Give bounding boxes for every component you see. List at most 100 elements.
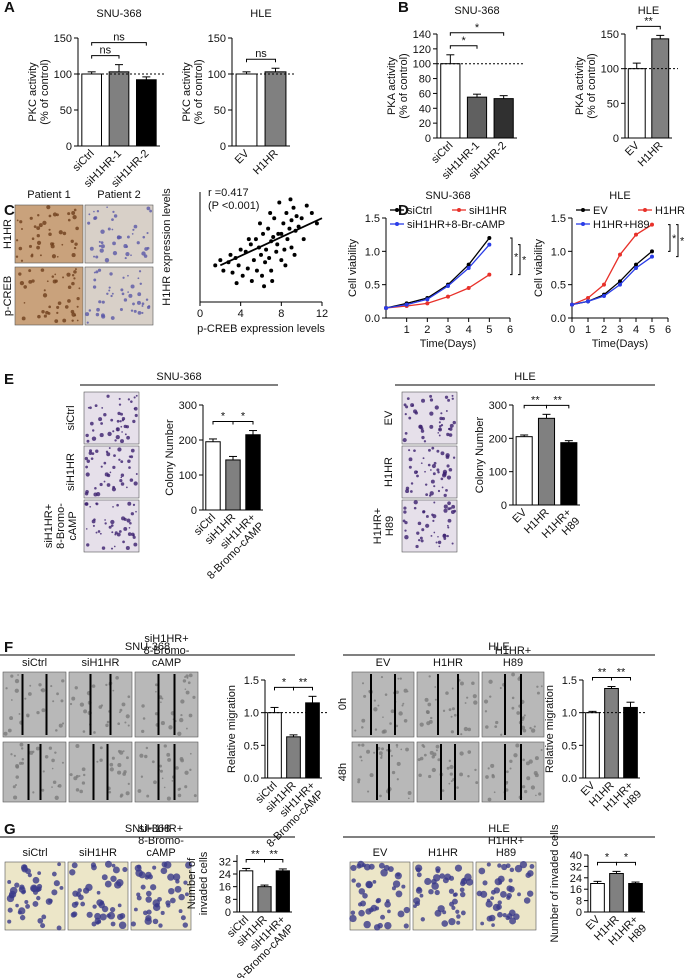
image-texture <box>421 398 426 403</box>
image-texture <box>432 514 437 519</box>
image-texture <box>185 690 190 695</box>
image-texture <box>46 205 51 210</box>
point <box>261 231 266 236</box>
image-texture <box>87 221 91 225</box>
image-texture <box>14 882 20 888</box>
image-texture <box>467 727 472 732</box>
image-texture <box>416 531 420 535</box>
image-texture <box>476 890 483 897</box>
image-texture <box>42 220 47 226</box>
image-texture <box>120 482 125 486</box>
x-tick-label: 1 <box>404 324 410 336</box>
y-tick-label: 16 <box>219 882 231 894</box>
fit-line <box>219 217 323 267</box>
point <box>309 210 314 215</box>
image-texture <box>435 541 438 544</box>
image-texture <box>372 879 377 884</box>
image-texture <box>445 453 450 458</box>
annotation: (P <0.001) <box>208 200 259 212</box>
bar <box>275 870 290 913</box>
image-texture <box>430 716 433 720</box>
image-texture <box>125 545 130 551</box>
image-texture <box>98 300 102 304</box>
image-texture <box>19 742 24 747</box>
image-texture <box>133 406 138 411</box>
image-texture <box>357 778 361 782</box>
image-texture <box>446 475 452 480</box>
image-texture <box>52 700 55 703</box>
bar <box>604 687 619 779</box>
image-texture <box>433 501 436 504</box>
image-texture <box>73 246 77 250</box>
significance-bracket <box>91 42 147 46</box>
image-texture <box>441 789 445 792</box>
image-texture <box>358 888 366 895</box>
image-texture <box>434 405 439 410</box>
image-texture <box>459 772 464 777</box>
image-column-label: Patient 2 <box>97 189 140 201</box>
image-texture <box>9 716 14 721</box>
image-texture <box>405 747 409 752</box>
image-texture <box>52 242 55 245</box>
y-axis-label: Relative migration <box>544 685 556 773</box>
image-texture <box>120 425 123 428</box>
image-texture <box>499 687 502 690</box>
significance-label: ** <box>299 676 308 688</box>
point <box>238 247 243 252</box>
image-texture <box>132 302 135 306</box>
y-tick-label: 100 <box>413 59 431 71</box>
image-texture <box>421 528 425 532</box>
image-texture <box>106 473 111 478</box>
image-texture <box>73 208 77 212</box>
image-texture <box>91 436 97 441</box>
image-texture <box>137 292 142 297</box>
image-texture <box>448 708 452 712</box>
image-texture <box>127 459 131 463</box>
image-texture <box>497 900 502 905</box>
image-texture <box>75 774 79 778</box>
image-texture <box>193 794 197 798</box>
significance-bracket <box>510 237 513 276</box>
point <box>288 197 293 202</box>
image-texture <box>104 522 107 525</box>
image-texture <box>101 314 106 319</box>
image-texture <box>111 863 116 868</box>
image-texture <box>105 723 109 728</box>
image-texture <box>171 780 174 782</box>
image-texture <box>99 746 103 750</box>
chart-title: SNU-368 <box>454 5 499 17</box>
image-texture <box>408 465 412 469</box>
image-texture <box>147 305 151 308</box>
y-tick-label: 150 <box>601 29 619 41</box>
significance-label: ** <box>644 15 653 27</box>
image-texture <box>56 692 59 696</box>
image-texture <box>410 403 415 408</box>
image-texture <box>145 746 149 750</box>
image-texture <box>423 753 427 757</box>
image-texture <box>110 418 114 422</box>
image-texture <box>185 861 192 869</box>
image-texture <box>420 462 423 465</box>
image-texture <box>21 865 28 873</box>
image-texture <box>441 920 449 927</box>
image-texture <box>175 879 180 884</box>
image-texture <box>37 871 42 876</box>
significance-label: * <box>680 236 685 248</box>
y-tick-label: 0 <box>225 907 231 919</box>
y-axis-label: Relative migration <box>226 685 238 773</box>
image-texture <box>132 228 135 231</box>
image-texture <box>110 316 115 320</box>
image-texture <box>435 744 440 749</box>
image-texture <box>446 534 449 538</box>
image-texture <box>42 293 48 298</box>
bar <box>135 79 157 147</box>
image-texture <box>112 210 115 214</box>
image-texture <box>132 534 135 537</box>
image-texture <box>473 700 478 705</box>
image-texture <box>536 685 539 688</box>
image-texture <box>483 699 489 704</box>
image-texture <box>30 885 38 892</box>
image-row-label: siH1HR <box>65 453 77 491</box>
y-axis-label: H1HR expression levels <box>161 188 173 306</box>
image-texture <box>540 685 543 688</box>
